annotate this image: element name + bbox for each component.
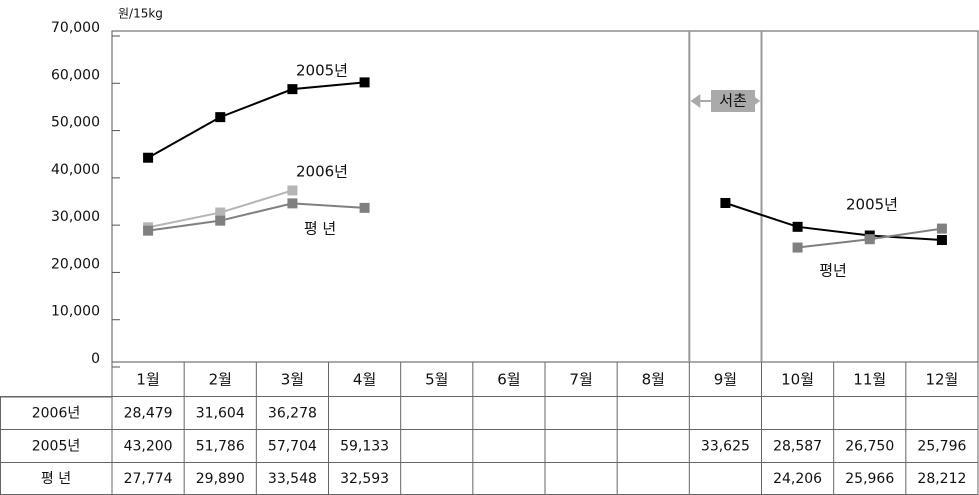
table-value: 33,548 bbox=[268, 471, 317, 487]
row-label: 2005년 bbox=[32, 439, 81, 455]
series-line bbox=[147, 81, 942, 242]
y-tick-label: 70,000 bbox=[51, 20, 100, 36]
plot-area bbox=[111, 30, 979, 363]
table-value: 27,774 bbox=[124, 471, 173, 487]
x-tick-label: 7월 bbox=[569, 371, 592, 389]
y-tick-label: 0 bbox=[91, 351, 100, 367]
table-value: 59,133 bbox=[340, 439, 389, 455]
y-tick-label: 20,000 bbox=[51, 256, 100, 272]
annotation: 2005년 bbox=[296, 62, 348, 80]
marker bbox=[287, 198, 298, 209]
marker bbox=[792, 242, 803, 253]
marker bbox=[215, 112, 226, 123]
x-tick-label: 12월 bbox=[925, 371, 958, 389]
table-value: 57,704 bbox=[268, 439, 317, 455]
marker bbox=[359, 77, 370, 88]
table-value: 31,604 bbox=[196, 406, 245, 422]
marker bbox=[143, 225, 154, 236]
annotation: 서촌 bbox=[719, 92, 747, 110]
marker bbox=[143, 152, 154, 163]
table-value: 43,200 bbox=[124, 439, 173, 455]
annotation: 2006년 bbox=[296, 163, 348, 181]
table-value: 29,890 bbox=[196, 471, 245, 487]
y-tick-label: 10,000 bbox=[51, 304, 100, 320]
annotation-box bbox=[711, 90, 755, 112]
x-tick-label: 11월 bbox=[853, 371, 886, 389]
table-value: 32,593 bbox=[340, 471, 389, 487]
x-tick-label: 9월 bbox=[714, 371, 737, 389]
x-tick-label: 5월 bbox=[425, 371, 448, 389]
row-label: 2006년 bbox=[32, 406, 81, 422]
table-value: 28,212 bbox=[917, 471, 966, 487]
marker bbox=[215, 207, 226, 218]
annotation: 평년 bbox=[819, 262, 847, 280]
marker bbox=[936, 235, 947, 246]
annotation: 평 년 bbox=[304, 220, 336, 238]
y-tick-label: 50,000 bbox=[51, 115, 100, 131]
y-tick-label: 40,000 bbox=[51, 162, 100, 178]
table-value: 51,786 bbox=[196, 439, 245, 455]
x-tick-label: 2월 bbox=[209, 371, 232, 389]
marker bbox=[287, 185, 298, 196]
x-tick-label: 8월 bbox=[642, 371, 665, 389]
marker bbox=[864, 234, 875, 245]
x-tick-label: 4월 bbox=[353, 371, 376, 389]
marker bbox=[359, 202, 370, 213]
marker bbox=[287, 84, 298, 95]
marker bbox=[792, 221, 803, 232]
x-tick-label: 10월 bbox=[781, 371, 814, 389]
y-tick-label: 60,000 bbox=[51, 67, 100, 83]
marker bbox=[720, 198, 731, 209]
annotation: 2005년 bbox=[846, 196, 898, 214]
y-unit: 원/15kg bbox=[118, 7, 163, 21]
table-value: 25,966 bbox=[845, 471, 894, 487]
marker bbox=[215, 215, 226, 226]
marker bbox=[936, 223, 947, 234]
x-tick-label: 3월 bbox=[281, 371, 304, 389]
table-value: 26,750 bbox=[845, 439, 894, 455]
table-value: 28,479 bbox=[124, 406, 173, 422]
y-tick-label: 30,000 bbox=[51, 209, 100, 225]
table-value: 33,625 bbox=[701, 439, 750, 455]
table-value: 36,278 bbox=[268, 406, 317, 422]
table-value: 25,796 bbox=[917, 439, 966, 455]
annotation-arrow bbox=[690, 94, 761, 108]
x-tick-label: 6월 bbox=[497, 371, 520, 389]
table-value: 28,587 bbox=[773, 439, 822, 455]
table-value: 24,206 bbox=[773, 471, 822, 487]
x-tick-label: 1월 bbox=[136, 371, 159, 389]
row-label: 평 년 bbox=[41, 471, 71, 487]
